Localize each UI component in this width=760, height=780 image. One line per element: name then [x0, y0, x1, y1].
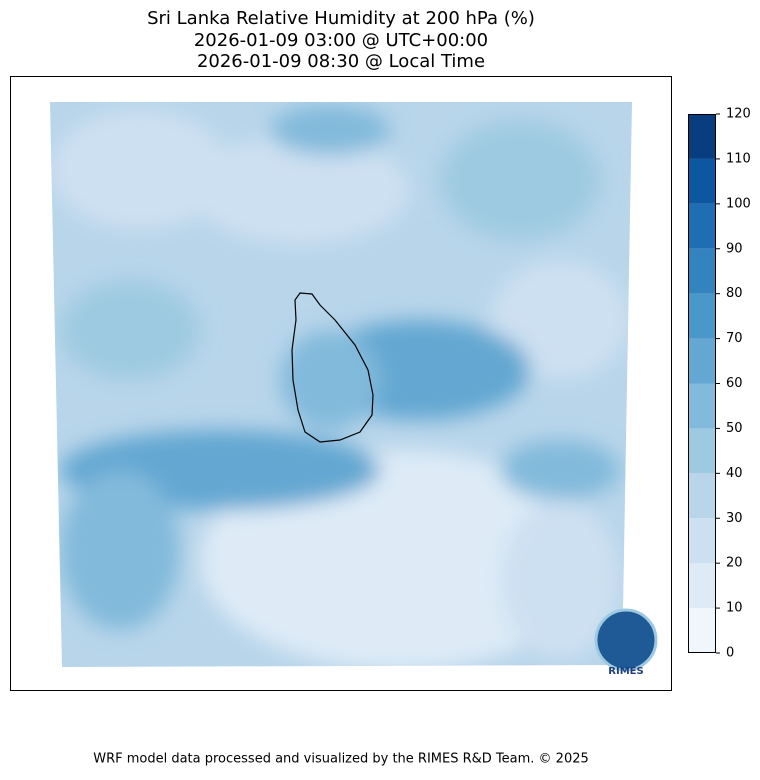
colorbar-tick-label: 30 — [726, 511, 743, 526]
colorbar-bin — [688, 248, 716, 294]
colorbar-bin — [688, 203, 716, 249]
colorbar-bin — [688, 608, 716, 653]
colorbar-tick-label: 70 — [726, 331, 743, 346]
logo — [594, 608, 658, 672]
colorbar-bin — [688, 518, 716, 564]
colorbar-bin — [688, 563, 716, 609]
colorbar: 0 10 20 30 40 50 60 70 80 90 100 110 120 — [688, 107, 751, 661]
colorbar-bin — [688, 114, 716, 159]
colorbar-tick-label: 40 — [726, 466, 743, 481]
logo-text: RIMES — [608, 666, 643, 677]
colorbar-bin — [688, 428, 716, 474]
colorbar-tick-label: 0 — [726, 646, 734, 661]
humidity-field — [50, 102, 632, 667]
colorbar-tick-label: 60 — [726, 376, 743, 391]
colorbar-bin — [688, 473, 716, 519]
colorbar-tick-label: 110 — [726, 151, 751, 166]
colorbar-tick-label: 120 — [726, 107, 751, 122]
colorbar-bin — [688, 338, 716, 384]
colorbar-frame — [688, 114, 716, 653]
colorbar-tick-label: 100 — [726, 196, 751, 211]
colorbar-bin — [688, 383, 716, 429]
coastline — [291, 292, 374, 443]
colorbar-tick-label: 10 — [726, 601, 743, 616]
footer: WRF model data processed and visualized … — [93, 752, 589, 767]
colorbar-tick-label: 50 — [726, 421, 743, 436]
title-line: 2026-01-09 03:00 @ UTC+00:00 — [194, 30, 488, 51]
title-line: Sri Lanka Relative Humidity at 200 hPa (… — [147, 8, 535, 29]
colorbar-tick-label: 80 — [726, 286, 743, 301]
title-line: 2026-01-09 08:30 @ Local Time — [197, 51, 485, 72]
colorbar-bin — [688, 293, 716, 339]
colorbar-tick-label: 90 — [726, 241, 743, 256]
colorbar-tick-label: 20 — [726, 556, 743, 571]
colorbar-bin — [688, 158, 716, 204]
